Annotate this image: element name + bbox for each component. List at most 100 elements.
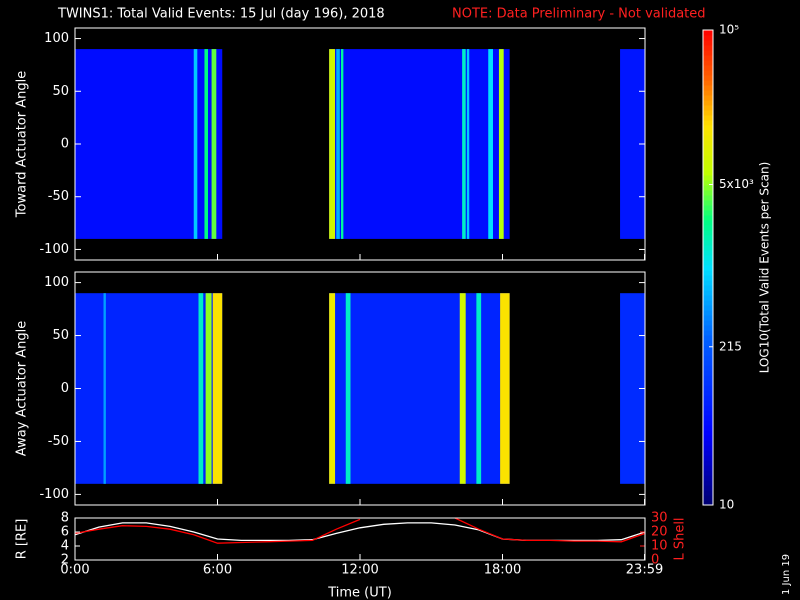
colorbar-label: LOG10(Total Valid Events per Scan) xyxy=(758,162,772,374)
colorbar-cell xyxy=(703,45,713,51)
note: NOTE: Data Preliminary - Not validated xyxy=(452,7,706,22)
y-tick-label: 6 xyxy=(61,525,69,540)
colorbar-cell xyxy=(703,120,713,126)
colorbar-cell xyxy=(703,95,713,101)
y-tick-label: 50 xyxy=(52,84,69,99)
colorbar-cell xyxy=(703,450,713,456)
colorbar-cell xyxy=(703,200,713,206)
colorbar-cell xyxy=(703,65,713,71)
data-stripe xyxy=(198,293,204,484)
title: TWINS1: Total Valid Events: 15 Jul (day … xyxy=(57,7,385,22)
colorbar-cell xyxy=(703,485,713,491)
colorbar-tick-label: 5x10³ xyxy=(719,177,754,191)
colorbar-cell xyxy=(703,305,713,311)
colorbar-cell xyxy=(703,395,713,401)
colorbar-cell xyxy=(703,495,713,501)
y-axis-label: R [RE] xyxy=(15,519,30,560)
axes-frame xyxy=(74,517,646,561)
colorbar-cell xyxy=(703,465,713,471)
data-stripe xyxy=(466,49,470,239)
colorbar-cell xyxy=(703,410,713,416)
colorbar-cell xyxy=(703,115,713,121)
colorbar-cell xyxy=(703,240,713,246)
colorbar-cell xyxy=(703,195,713,201)
y2-tick-label: 0 xyxy=(651,553,659,568)
y2-tick-label: 20 xyxy=(651,525,668,540)
data-stripe xyxy=(336,49,340,239)
y-tick-label: 4 xyxy=(61,539,69,554)
colorbar-tick-label: 10⁵ xyxy=(719,23,739,37)
colorbar-cell xyxy=(703,190,713,196)
colorbar-cell xyxy=(703,230,713,236)
x-tick-label: 23:59 xyxy=(626,563,663,578)
data-block xyxy=(329,49,510,239)
data-stripe xyxy=(341,49,344,239)
x-tick-label: 18:00 xyxy=(484,563,521,578)
colorbar-cell xyxy=(703,340,713,346)
y-axis-label: Away Actuator Angle xyxy=(15,321,30,456)
colorbar-cell xyxy=(703,380,713,386)
colorbar-cell xyxy=(703,315,713,321)
colorbar-cell xyxy=(703,275,713,281)
y2-tick-label: 30 xyxy=(651,511,668,526)
y-tick-label: 50 xyxy=(52,328,69,343)
colorbar-cell xyxy=(703,140,713,146)
x-tick-label: 0:00 xyxy=(60,563,89,578)
x-axis-label: Time (UT) xyxy=(327,586,392,600)
colorbar-cell xyxy=(703,405,713,411)
y-axis-label: Toward Actuator Angle xyxy=(15,71,30,218)
colorbar-cell xyxy=(703,290,713,296)
data-stripe xyxy=(193,49,198,239)
colorbar-cell xyxy=(703,370,713,376)
colorbar-cell xyxy=(703,355,713,361)
colorbar-cell xyxy=(703,250,713,256)
data-stripe xyxy=(204,49,208,239)
colorbar-cell xyxy=(703,360,713,366)
colorbar-cell xyxy=(703,170,713,176)
colorbar-cell xyxy=(703,300,713,306)
colorbar-cell xyxy=(703,235,713,241)
data-block xyxy=(75,293,223,484)
colorbar-cell xyxy=(703,295,713,301)
colorbar-frame xyxy=(702,29,714,506)
colorbar-cell xyxy=(703,455,713,461)
colorbar-cell xyxy=(703,90,713,96)
y2-tick-label: 10 xyxy=(651,539,668,554)
colorbar-cell xyxy=(703,135,713,141)
data-stripe xyxy=(329,293,336,484)
colorbar-cell xyxy=(703,480,713,486)
colorbar-cell xyxy=(703,320,713,326)
y-tick-label: 100 xyxy=(44,31,69,46)
x-tick-label: 6:00 xyxy=(203,563,232,578)
y-tick-label: -50 xyxy=(48,189,69,204)
colorbar-cell xyxy=(703,215,713,221)
colorbar-cell xyxy=(703,85,713,91)
colorbar-cell xyxy=(703,70,713,76)
data-stripe xyxy=(329,49,336,239)
colorbar-cell xyxy=(703,330,713,336)
colorbar-cell xyxy=(703,335,713,341)
colorbar-cell xyxy=(703,430,713,436)
colorbar-cell xyxy=(703,435,713,441)
colorbar-cell xyxy=(703,155,713,161)
data-stripe xyxy=(462,49,466,239)
series-line xyxy=(75,518,645,544)
data-stripe xyxy=(500,293,510,484)
colorbar-cell xyxy=(703,165,713,171)
colorbar-cell xyxy=(703,490,713,496)
colorbar-cell xyxy=(703,40,713,46)
data-stripe xyxy=(103,293,106,484)
colorbar-cell xyxy=(703,220,713,226)
data-stripe xyxy=(459,293,466,484)
colorbar-cell xyxy=(703,500,713,506)
y-tick-label: -100 xyxy=(39,487,69,502)
y-tick-label: -50 xyxy=(48,434,69,449)
colorbar-cell xyxy=(703,415,713,421)
colorbar-cell xyxy=(703,100,713,106)
colorbar-cell xyxy=(703,255,713,261)
colorbar-tick-label: 10 xyxy=(719,498,734,512)
side-date: 1 Jun 19 xyxy=(781,554,792,595)
colorbar-cell xyxy=(703,125,713,131)
y-tick-label: -100 xyxy=(39,242,69,257)
